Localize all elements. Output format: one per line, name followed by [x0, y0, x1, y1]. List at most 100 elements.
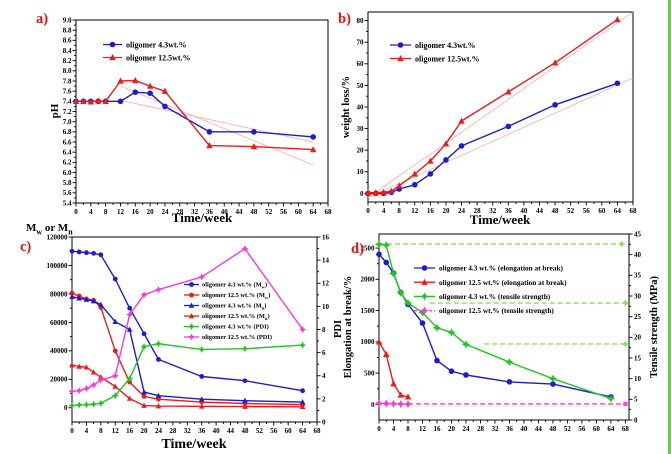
legend-b: oligomer 4.3wt.% oligomer 12.5wt.%	[390, 41, 480, 63]
svg-text:7.2: 7.2	[63, 108, 72, 116]
svg-text:2000: 2000	[361, 276, 376, 284]
svg-text:16: 16	[126, 427, 134, 435]
svg-text:40: 40	[520, 425, 528, 433]
svg-text:68: 68	[630, 207, 638, 215]
panel-letter-d: d)	[351, 241, 364, 257]
svg-text:Time/week: Time/week	[172, 210, 233, 225]
svg-text:7.6: 7.6	[63, 88, 72, 96]
svg-text:20: 20	[442, 207, 450, 215]
svg-text:oligomer 12.5 wt.% (Mn): oligomer 12.5 wt.% (Mn)	[202, 313, 270, 321]
svg-text:0: 0	[360, 190, 364, 198]
svg-text:68: 68	[314, 427, 322, 435]
svg-text:pH: pH	[49, 103, 61, 118]
panel-letter-b: b)	[338, 11, 351, 27]
svg-text:8: 8	[99, 427, 103, 435]
svg-text:500: 500	[364, 370, 375, 378]
svg-text:6.4: 6.4	[63, 149, 72, 157]
svg-text:64: 64	[299, 427, 307, 435]
legend-entry-oligomer-4-3-wt-m-w: oligomer 4.3 wt.% (Mw)	[184, 282, 267, 290]
tick-labels-c: 0 4 8 12 16 20 24 28 32 36 40 44 48 52 56 60 64 680200004…	[47, 233, 330, 435]
axes-d	[375, 233, 633, 424]
svg-text:15: 15	[634, 354, 642, 362]
legend-d: oligomer 4.3 wt.% (elongation at break) o…	[414, 264, 567, 315]
svg-text:40: 40	[357, 103, 365, 111]
svg-text:2500: 2500	[361, 244, 376, 252]
series-oligomer-4-3-wt-m-w	[69, 248, 305, 394]
svg-text:12: 12	[117, 208, 125, 216]
series-oligomer-4-3-wt-pdi	[68, 340, 307, 410]
svg-text:100000: 100000	[47, 262, 69, 270]
svg-text:24: 24	[462, 425, 470, 433]
series-oligomer-12-5-wt-m-n	[69, 362, 306, 410]
svg-text:Tensile strength (MPa): Tensile strength (MPa)	[649, 275, 660, 378]
svg-text:60000: 60000	[50, 319, 68, 327]
panel-c: 0 4 8 12 16 20 24 28 32 36 40 44 48 52 56 60 64 680200004…	[20, 222, 344, 452]
svg-text:0: 0	[371, 401, 375, 409]
svg-text:40: 40	[634, 251, 642, 259]
svg-text:2: 2	[322, 395, 326, 403]
svg-text:28: 28	[474, 207, 482, 215]
legend-entry-oligomer-4-3-wt-pdi: oligomer 4.3 wt.% (PDI)	[184, 323, 269, 331]
panel-d: 0 4 8 12 16 20 24 28 32 36 40 44 48 52 56 60 64 680500100…	[343, 230, 660, 433]
svg-text:14: 14	[322, 257, 330, 265]
svg-text:oligomer 4.3 wt.% (Mw): oligomer 4.3 wt.% (Mw)	[202, 282, 267, 290]
series-oligomer-12-5wt	[72, 76, 317, 153]
svg-text:64: 64	[607, 425, 615, 433]
svg-text:12: 12	[419, 425, 427, 433]
svg-text:32: 32	[191, 208, 199, 216]
svg-text:28: 28	[477, 425, 485, 433]
series-oligomer-12-5-wt-tensile-strength	[374, 399, 413, 409]
legend-entry-oligomer-4-3wt: oligomer 4.3wt.%	[103, 40, 187, 49]
svg-text:30: 30	[357, 125, 365, 133]
svg-text:1500: 1500	[361, 307, 376, 315]
svg-text:8.2: 8.2	[63, 57, 72, 65]
svg-text:16: 16	[132, 208, 140, 216]
svg-text:64: 64	[614, 207, 622, 215]
svg-text:1000: 1000	[361, 338, 376, 346]
svg-text:4: 4	[89, 208, 93, 216]
series-linear-fit-oligomer-4-3wt	[120, 99, 314, 143]
svg-text:7.8: 7.8	[63, 77, 72, 85]
svg-text:36: 36	[506, 425, 514, 433]
svg-text:6.0: 6.0	[63, 169, 72, 177]
svg-text:28: 28	[176, 208, 184, 216]
svg-text:0: 0	[634, 416, 638, 424]
svg-text:oligomer 12.5 wt.% (PDI): oligomer 12.5 wt.% (PDI)	[202, 334, 272, 341]
svg-text:10: 10	[634, 375, 642, 383]
plot-area-d	[378, 233, 630, 421]
svg-text:32: 32	[489, 207, 497, 215]
panel-letter-a: a)	[36, 11, 48, 27]
svg-text:52: 52	[567, 207, 575, 215]
svg-text:44: 44	[535, 425, 543, 433]
svg-text:12: 12	[112, 427, 120, 435]
tick-labels-a: 0 4 8 12 16 20 24 28 32 36 40 44 48 52 56 60 64 685.45.65…	[63, 16, 332, 216]
series-linear-fit-oligomer-12-5wt	[367, 11, 634, 198]
svg-text:6.8: 6.8	[63, 128, 72, 136]
svg-text:16: 16	[433, 425, 441, 433]
svg-text:7.0: 7.0	[63, 118, 72, 126]
svg-text:5.6: 5.6	[63, 189, 72, 197]
svg-text:48: 48	[241, 427, 249, 435]
svg-text:0: 0	[366, 207, 370, 215]
svg-text:4: 4	[392, 425, 396, 433]
svg-text:4: 4	[382, 207, 386, 215]
svg-text:20: 20	[357, 147, 365, 155]
legend-entry-oligomer-4-3-wt-elongation-at-break: oligomer 4.3 wt.% (elongation at break)	[414, 264, 564, 273]
svg-text:68: 68	[325, 208, 333, 216]
svg-text:8.4: 8.4	[63, 47, 72, 55]
svg-text:25: 25	[634, 313, 642, 321]
legend-entry-oligomer-4-3-wt-tensile-strength: oligomer 4.3 wt.% (tensile strength)	[414, 292, 551, 301]
ref-line-d-3	[407, 401, 628, 407]
svg-text:6.2: 6.2	[63, 159, 72, 167]
plot-area-b	[367, 11, 634, 203]
svg-text:60: 60	[593, 425, 601, 433]
svg-text:Time/week: Time/week	[470, 212, 531, 227]
series-linear-fit-oligomer-12-5wt	[120, 85, 314, 166]
plot-area-c	[71, 236, 318, 423]
svg-text:50: 50	[357, 82, 365, 90]
svg-text:20: 20	[634, 334, 642, 342]
svg-text:24: 24	[155, 427, 163, 435]
legend-entry-oligomer-12-5-wt-m-n: oligomer 12.5 wt.% (Mn)	[184, 313, 270, 321]
svg-text:8.8: 8.8	[63, 27, 72, 35]
